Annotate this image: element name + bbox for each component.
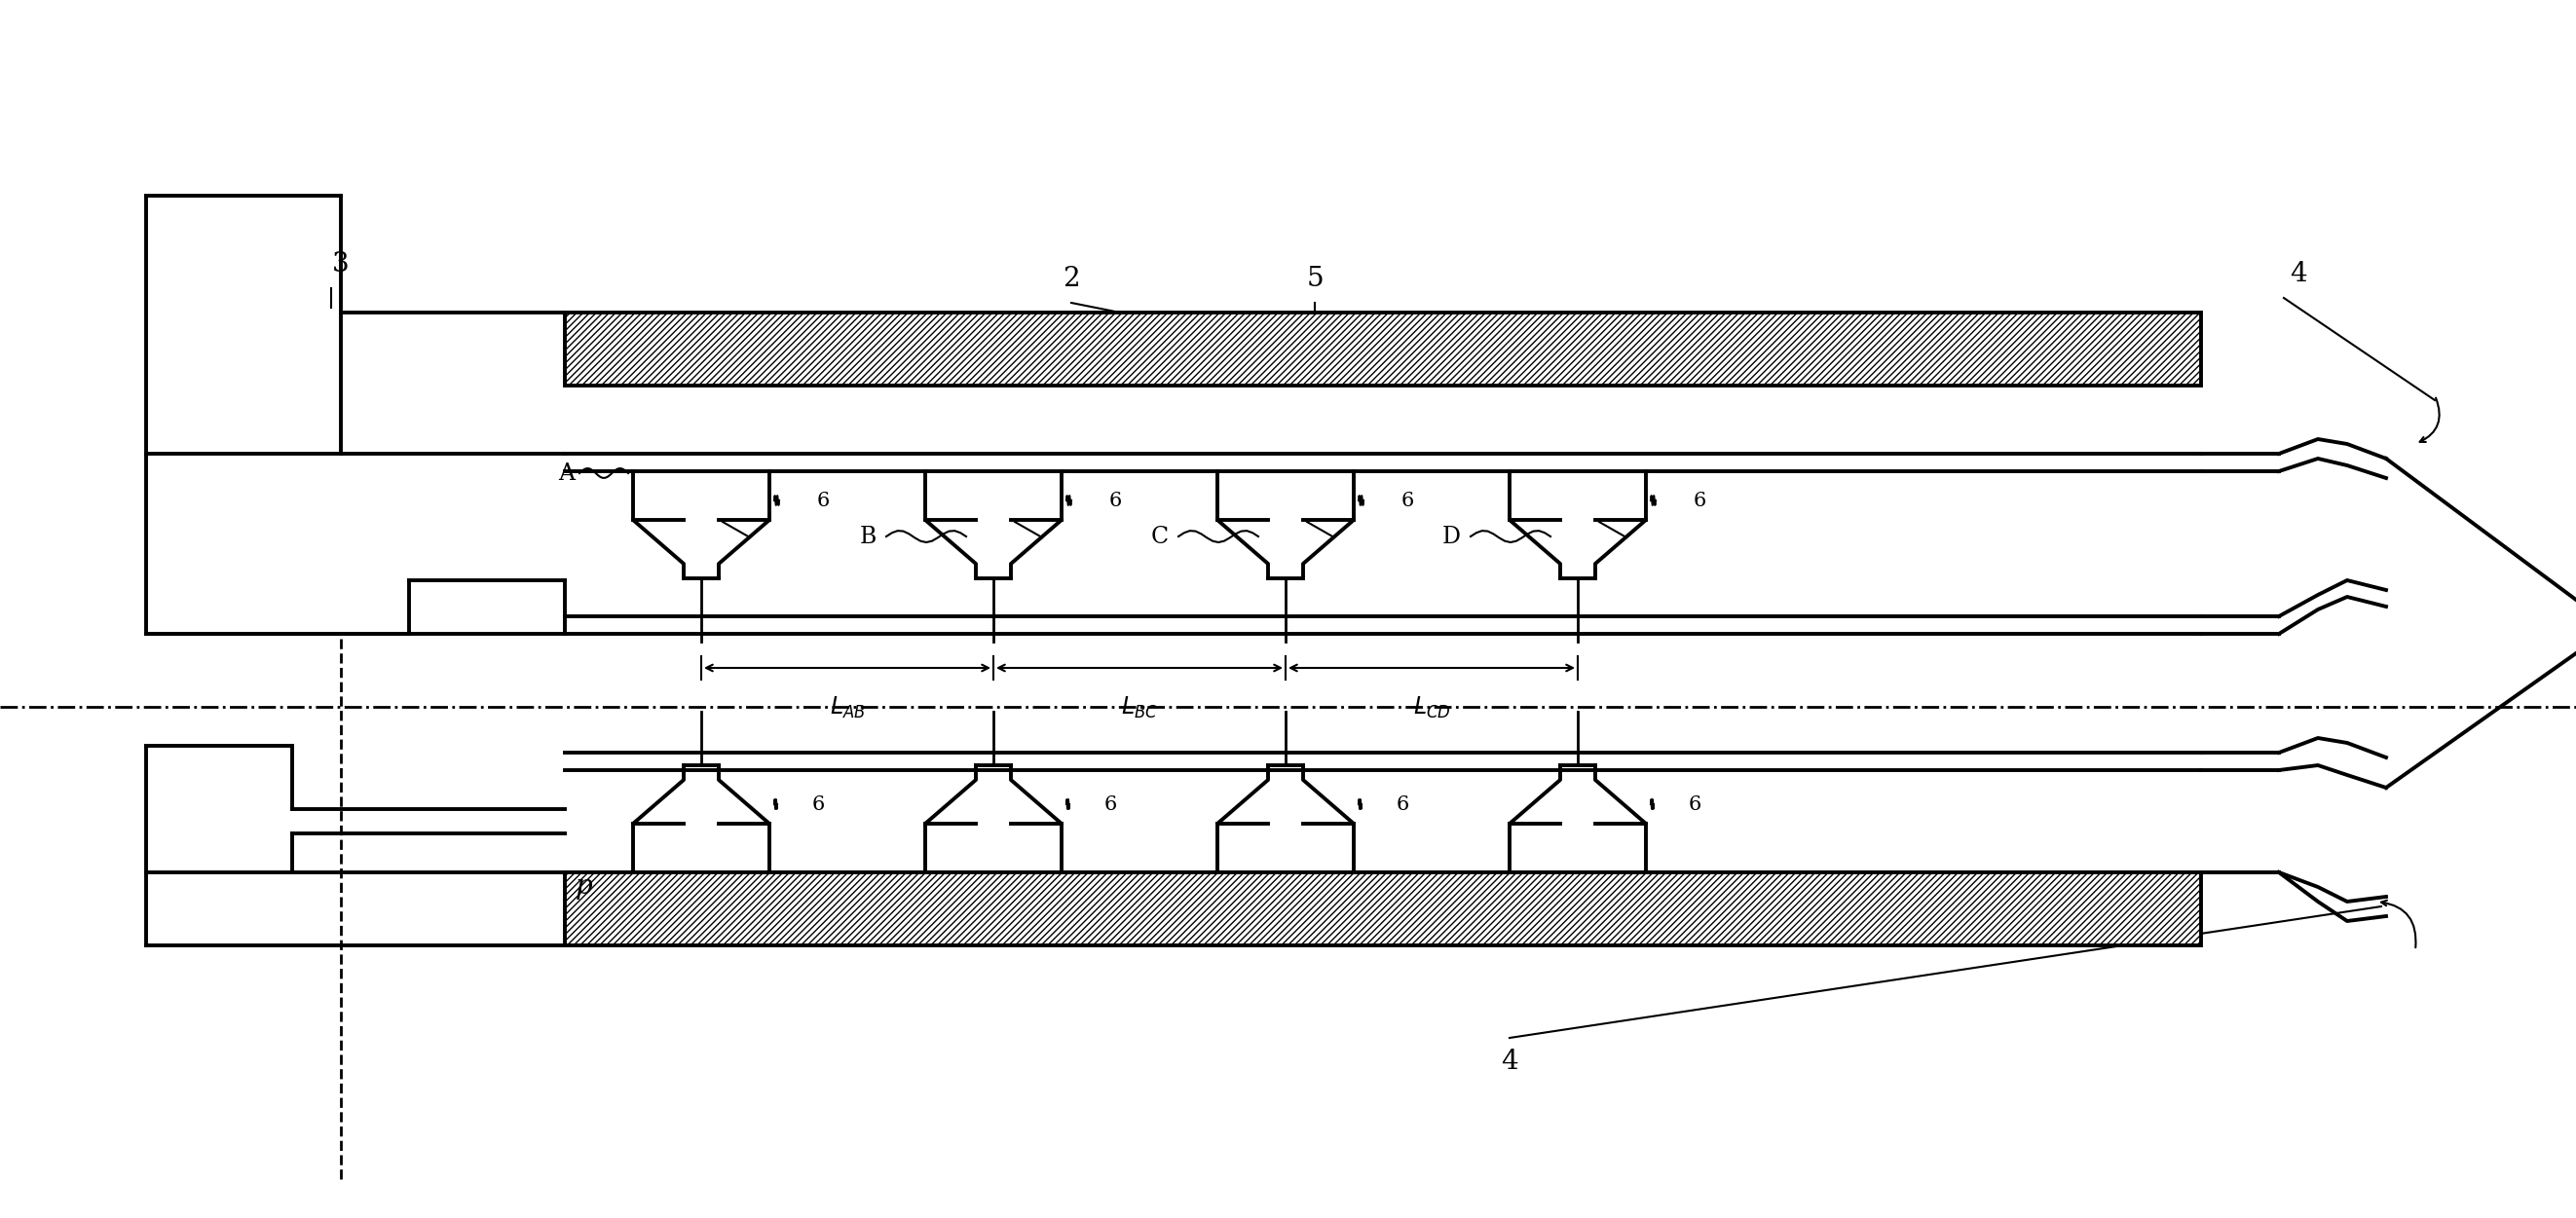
Text: 6: 6 (1108, 491, 1121, 509)
Text: 4: 4 (2290, 261, 2308, 286)
Text: p: p (574, 873, 592, 900)
Bar (564, 872, 2200, 945)
Text: 6: 6 (1687, 795, 1700, 814)
Text: $L_{CD}$: $L_{CD}$ (1412, 695, 1450, 721)
Text: B: B (860, 525, 876, 548)
Text: 4: 4 (1502, 1049, 1517, 1075)
Bar (564, 313, 2200, 386)
Text: 3: 3 (332, 251, 350, 276)
Text: D: D (1443, 525, 1461, 548)
Text: 6: 6 (817, 491, 829, 509)
Bar (564, 313, 2200, 386)
Bar (564, 872, 2200, 945)
Text: 6: 6 (1103, 795, 1118, 814)
Text: 6: 6 (1396, 795, 1409, 814)
Text: 6: 6 (811, 795, 824, 814)
Text: 6: 6 (1692, 491, 1705, 509)
Text: A: A (559, 462, 574, 485)
Text: $L_{BC}$: $L_{BC}$ (1121, 695, 1159, 721)
Text: 5: 5 (1306, 266, 1324, 291)
Text: $L_{AB}$: $L_{AB}$ (829, 695, 866, 721)
Text: 6: 6 (1401, 491, 1414, 509)
Text: C: C (1151, 525, 1170, 548)
Text: 2: 2 (1064, 266, 1079, 291)
